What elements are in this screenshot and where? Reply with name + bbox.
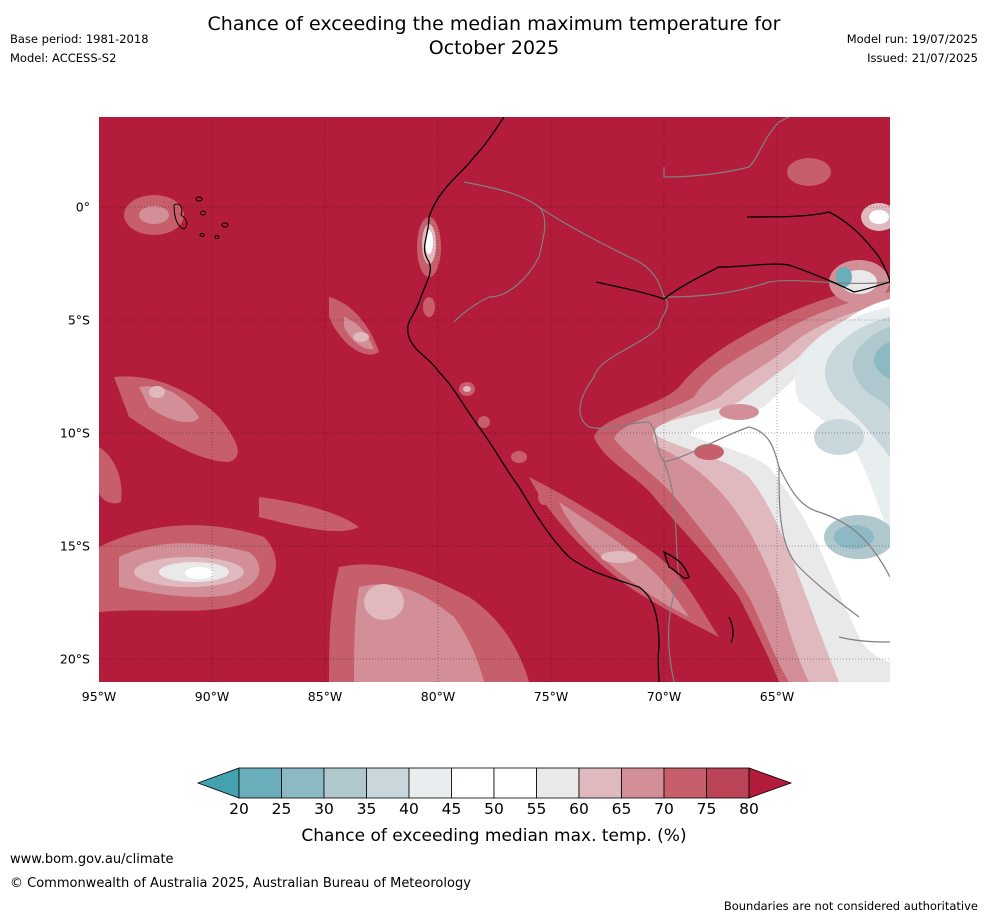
colorbar [196,767,793,799]
colorbar-tick-label: 75 [696,800,717,818]
colorbar-swatch [536,767,580,799]
colorbar-swatch [578,767,622,799]
south-america-west-coast [407,117,660,682]
colorbar-tick-label: 20 [229,800,249,818]
lon-label-70w: 70°W [646,689,682,704]
copyright-notice: © Commonwealth of Australia 2025, Austra… [10,876,471,891]
colorbar-title: Chance of exceeding median max. temp. (%… [301,826,687,846]
colorbar-tick-label: 35 [356,800,377,818]
colorbar-swatch [323,767,367,799]
colorbar-tick-label: 80 [739,800,759,818]
colorbar-swatch [621,767,665,799]
title-line-1: Chance of exceeding the median maximum t… [207,13,781,35]
colorbar-swatch [451,767,495,799]
model-run-date: Model run: 19/07/2025 [846,32,978,46]
colorbar-swatch [366,767,410,799]
lake-titicaca [662,550,690,579]
model-info: Base period: 1981-2018 Model: ACCESS-S2 [10,30,149,68]
colorbar-extend-high [748,767,793,799]
lat-label-5s: 5°S [67,312,90,328]
graticule [99,117,890,682]
lat-label-20s: 20°S [59,651,90,667]
lon-label-65w: 65°W [759,689,795,704]
colorbar-extend-low [196,767,240,799]
colorbar-tick-label: 25 [271,800,292,818]
galapagos-islands [173,196,229,239]
model-name: Model: ACCESS-S2 [10,51,117,65]
lon-label-75w: 75°W [533,689,569,704]
colorbar-tick-label: 30 [314,800,334,818]
colorbar-tick-label: 70 [654,800,674,818]
lon-label-95w: 95°W [81,689,117,704]
lat-label-10s: 10°S [59,425,90,441]
issued-date: Issued: 21/07/2025 [867,51,978,65]
contour-fill [594,158,890,682]
website-link[interactable]: www.bom.gov.au/climate [10,852,174,867]
lon-label-80w: 80°W [420,689,456,704]
northern-coast [746,211,890,283]
colorbar-tick-label: 50 [484,800,504,818]
lat-label-0: 0° [75,199,90,215]
run-info: Model run: 19/07/2025 Issued: 21/07/2025 [847,30,978,68]
boundaries-disclaimer: Boundaries are not considered authoritat… [723,899,978,913]
coastlines [407,117,890,682]
amazon-river [595,263,890,300]
colorbar-swatch [493,767,537,799]
colorbar-swatch [408,767,452,799]
base-period: Base period: 1981-2018 [10,32,149,46]
probability-map [99,117,890,682]
colorbar-swatch [281,767,325,799]
colorbar-swatch [706,767,750,799]
colorbar-tick-label: 40 [399,800,419,818]
country-borders [453,117,890,682]
ocean-contours [99,195,719,682]
colorbar-swatch [238,767,282,799]
lon-label-85w: 85°W [307,689,343,704]
lon-label-90w: 90°W [194,689,230,704]
map-title: Chance of exceeding the median maximum t… [0,12,988,60]
lat-label-15s: 15°S [59,538,90,554]
title-line-2: October 2025 [428,37,560,59]
salt-flat [728,616,734,643]
colorbar-swatch [663,767,707,799]
colorbar-tick-label: 45 [441,800,462,818]
colorbar-tick-label: 55 [526,800,547,818]
colorbar-tick-label: 65 [611,800,632,818]
colorbar-tick-label: 60 [569,800,589,818]
